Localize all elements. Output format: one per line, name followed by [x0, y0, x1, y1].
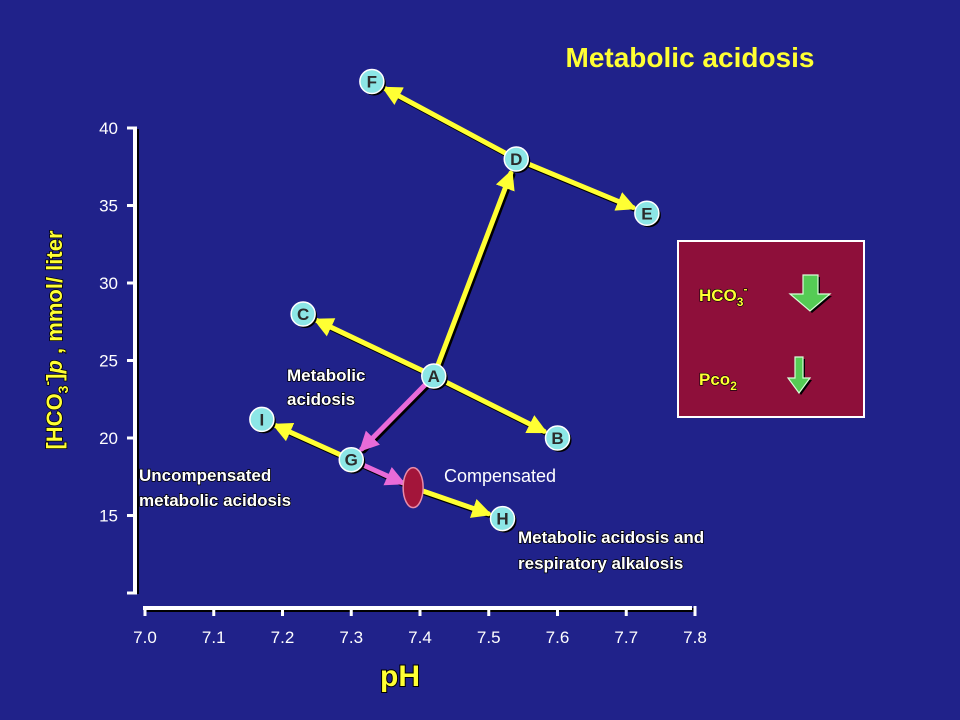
x-tick-label: 7.3 [339, 628, 363, 647]
legend-pco2-text: Pco [699, 370, 730, 389]
y-axis: 40 35 30 25 20 15 [99, 119, 139, 595]
arrow-a-to-b [438, 377, 548, 434]
point-d: D [503, 146, 531, 173]
y-label-p: p [42, 360, 67, 374]
x-tick-label: 7.7 [614, 628, 638, 647]
x-tick-label: 7.0 [133, 628, 157, 647]
point-e: E [634, 200, 661, 228]
point-label: B [551, 429, 563, 448]
x-axis: 7.0 7.1 7.2 7.3 7.4 7.5 7.6 7.7 7.8 [133, 606, 707, 647]
y-label-bracket: ] [42, 374, 67, 381]
point-label: E [641, 204, 652, 223]
x-tick-label: 7.6 [546, 628, 570, 647]
point-label: C [297, 305, 309, 324]
arrow-d-to-f [381, 86, 512, 158]
x-tick-label: 7.8 [683, 628, 707, 647]
diagram-title: Metabolic acidosis [566, 42, 815, 73]
hco3-down-arrow-icon [788, 274, 832, 313]
svg-text:[HCO3-]p , mmol/ liter: [HCO3-]p , mmol/ liter [39, 230, 71, 449]
x-tick-label: 7.4 [408, 628, 432, 647]
point-label: I [260, 410, 265, 429]
point-label: F [367, 73, 377, 92]
y-tick-label: 20 [99, 429, 118, 448]
point-label: D [510, 150, 522, 169]
y-tick-label: 40 [99, 119, 118, 138]
arrows-layer [271, 86, 638, 519]
label-mixed-line1: Metabolic acidosis and [518, 528, 704, 547]
arrow-shadow [361, 381, 433, 454]
legend-box: HCO3- Pco2 [677, 240, 865, 418]
legend-pco2-sub: 2 [730, 379, 737, 393]
arrow-d-to-e [521, 159, 637, 211]
y-label-sup: - [39, 381, 55, 386]
y-axis-label: [HCO3-]p , mmol/ liter [38, 229, 72, 450]
x-tick-label: 7.2 [271, 628, 295, 647]
y-label-sub: 3 [55, 385, 71, 393]
y-tick-label: 30 [99, 274, 118, 293]
legend-hco3-sup: - [743, 282, 747, 296]
y-label-hco: [HCO [42, 393, 67, 449]
arrow-a-to-d [434, 169, 515, 372]
y-tick-label: 15 [99, 507, 118, 526]
point-h: H [489, 505, 517, 533]
point-c: C [290, 301, 318, 328]
arrow-g-to-i [271, 423, 347, 459]
arrow-shadow [436, 172, 516, 374]
compensation-ellipse [402, 466, 424, 509]
y-tick-label: 25 [99, 352, 118, 371]
x-axis-label: pH [380, 660, 420, 693]
label-uncompensated-line2: metabolic acidosis [139, 491, 291, 510]
legend-hco3-sub: 3 [737, 295, 744, 309]
y-tick-label: 35 [99, 197, 118, 216]
label-metabolic-line1: Metabolic [287, 366, 365, 385]
arrow-ellipse-to-h [420, 488, 493, 518]
point-g: G [338, 446, 366, 474]
label-uncompensated: Uncompensated metabolic acidosis [138, 465, 292, 511]
point-label: A [428, 367, 440, 386]
label-uncompensated-line1: Uncompensated [139, 466, 271, 485]
pco2-down-arrow-icon [786, 356, 812, 395]
label-compensated: Compensated [444, 466, 556, 486]
point-label: G [345, 451, 358, 470]
label-mixed-line2: respiratory alkalosis [518, 554, 683, 573]
arrow-a-to-g [358, 379, 431, 452]
legend-pco2-label: Pco2 [699, 370, 737, 393]
points-layer: A B C D E F G H I [249, 68, 661, 533]
point-f: F [359, 68, 386, 96]
point-a: A [421, 363, 448, 390]
legend-hco3-label: HCO3- [699, 282, 747, 309]
x-tick-label: 7.1 [202, 628, 226, 647]
arrow-g-to-ellipse [356, 460, 406, 486]
label-metabolic-acidosis: Metabolic acidosis [286, 365, 366, 410]
point-i: I [249, 406, 276, 434]
x-tick-label: 7.5 [477, 628, 501, 647]
arrow-a-to-c [313, 317, 430, 376]
label-metabolic-line2: acidosis [287, 390, 355, 409]
point-b: B [544, 425, 572, 452]
point-label: H [496, 510, 508, 529]
label-mixed: Metabolic acidosis and respiratory alkal… [517, 527, 705, 574]
y-label-unit: , mmol/ liter [42, 230, 67, 360]
legend-hco3-text: HCO [699, 286, 737, 305]
